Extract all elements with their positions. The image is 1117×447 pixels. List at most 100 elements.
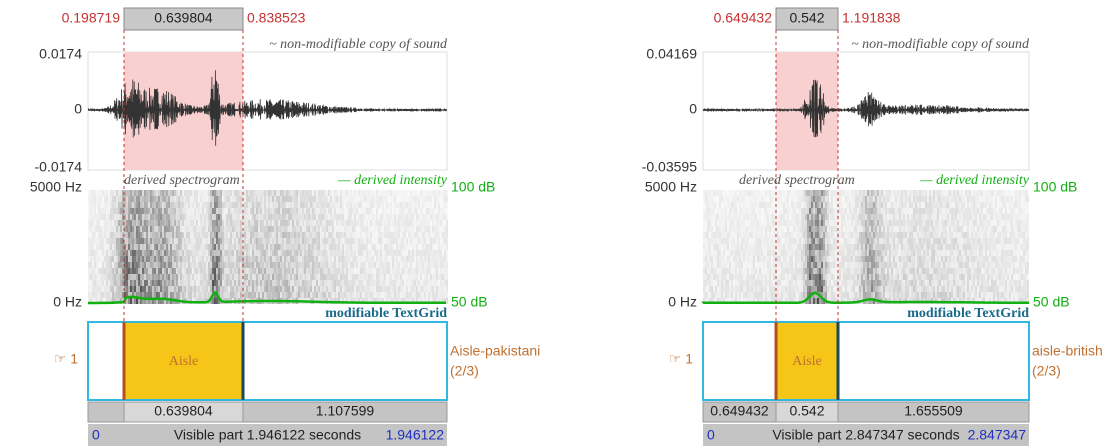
spectrogram-cell (400, 220, 402, 226)
spectrogram-cell (797, 208, 799, 214)
spectrogram-cell (833, 196, 835, 202)
spectrogram-cell (168, 214, 170, 220)
spectrogram-cell (316, 220, 318, 226)
spectrogram-cell (138, 262, 140, 268)
spectrogram-cell (174, 256, 176, 262)
spectrogram-cell (132, 190, 134, 196)
spectrogram-cell (306, 256, 308, 262)
spectrogram-cell (747, 196, 749, 202)
spectrogram-cell (789, 220, 791, 226)
spectrogram-cell (172, 256, 174, 262)
spectrogram-cell (216, 226, 218, 232)
spectrogram-cell (442, 262, 444, 268)
spectrogram-cell (819, 232, 821, 238)
spectrogram-cell (260, 280, 262, 286)
spectrogram-cell (823, 256, 825, 262)
spectrogram-cell (114, 214, 116, 220)
spectrogram-cell (300, 202, 302, 208)
spectrogram-cell (218, 280, 220, 286)
spectrogram-cell (723, 202, 725, 208)
spectrogram-cell (747, 208, 749, 214)
spectrogram-cell (106, 280, 108, 286)
spectrogram-cell (286, 244, 288, 250)
spectrogram-cell (725, 268, 727, 274)
spectrogram-cell (739, 214, 741, 220)
spectrogram-cell (188, 286, 190, 292)
spectrogram-cell (783, 220, 785, 226)
spectrogram-cell (809, 214, 811, 220)
spectrogram-cell (420, 244, 422, 250)
spectrogram-cell (843, 274, 845, 280)
spectrogram-cell (288, 220, 290, 226)
spectrogram-cell (192, 238, 194, 244)
spectrogram-cell (366, 268, 368, 274)
spectrogram-cell (404, 214, 406, 220)
spectrogram-cell (140, 274, 142, 280)
spectrogram-cell (312, 244, 314, 250)
spectrogram-cell (855, 250, 857, 256)
spectrogram-cell (438, 244, 440, 250)
spectrogram-cell (386, 274, 388, 280)
spectrogram-cell (835, 232, 837, 238)
spectrogram-cell (208, 202, 210, 208)
spectrogram-cell (354, 274, 356, 280)
spectrogram-cell (733, 214, 735, 220)
spectrogram-cell (721, 274, 723, 280)
spectrogram-cell (200, 214, 202, 220)
spectrogram-cell (773, 238, 775, 244)
spectrogram-cell (807, 268, 809, 274)
spectrogram-cell (238, 262, 240, 268)
spectrogram-cell (721, 244, 723, 250)
spectrogram-cell (362, 256, 364, 262)
spectrogram-cell (372, 202, 374, 208)
spectrogram-cell (350, 196, 352, 202)
spectrogram-cell (364, 208, 366, 214)
spectrogram-cell (264, 238, 266, 244)
spectrogram-cell (152, 274, 154, 280)
amplitude-zero: 0 (74, 101, 82, 117)
spectrogram-cell (404, 280, 406, 286)
spectrogram-cell (709, 244, 711, 250)
spectrogram-cell (803, 190, 805, 196)
spectrogram-cell (248, 244, 250, 250)
spectrogram-cell (362, 232, 364, 238)
spectrogram-cell (128, 214, 130, 220)
spectrogram-cell (849, 208, 851, 214)
spectrogram-cell (821, 256, 823, 262)
spectrogram-cell (721, 262, 723, 268)
spectrogram-cell (326, 274, 328, 280)
spectrogram-cell (757, 226, 759, 232)
spectrogram-cell (380, 292, 382, 298)
spectrogram-cell (178, 256, 180, 262)
spectrogram-cell (338, 274, 340, 280)
spectrogram-cell (190, 292, 192, 298)
spectrogram-cell (432, 262, 434, 268)
spectrogram-cell (322, 244, 324, 250)
spectrogram-cell (757, 250, 759, 256)
spectrogram-cell (703, 214, 705, 220)
spectrogram-cell (230, 256, 232, 262)
spectrogram-cell (282, 280, 284, 286)
spectrogram-cell (821, 196, 823, 202)
spectrogram-cell (386, 286, 388, 292)
spectrogram-cell (815, 280, 817, 286)
spectrogram-cell (300, 214, 302, 220)
spectrogram-cell (861, 238, 863, 244)
spectrogram-cell (112, 232, 114, 238)
spectrogram-cell (170, 232, 172, 238)
spectrogram-cell (162, 286, 164, 292)
spectrogram-cell (96, 262, 98, 268)
spectrogram-cell (841, 226, 843, 232)
spectrogram-cell (322, 232, 324, 238)
spectrogram-cell (160, 292, 162, 298)
spectrogram-cell (302, 292, 304, 298)
spectrogram-cell (178, 268, 180, 274)
spectrogram-cell (705, 232, 707, 238)
spectrogram-cell (254, 244, 256, 250)
spectrogram-cell (134, 214, 136, 220)
spectrogram-cell (412, 256, 414, 262)
spectrogram-cell (110, 190, 112, 196)
spectrogram-cell (148, 256, 150, 262)
spectrogram-cell (208, 256, 210, 262)
spectrogram-cell (156, 280, 158, 286)
